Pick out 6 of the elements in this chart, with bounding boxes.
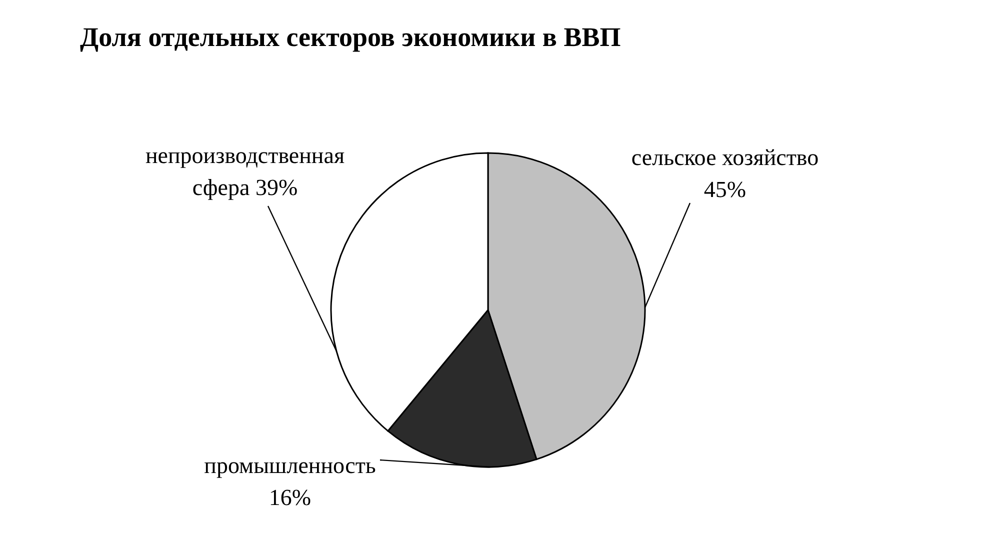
slice-label: непроизводственная сфера 39% <box>145 143 345 200</box>
data-label: 16% <box>268 485 312 510</box>
slice-label: сельское хозяйство <box>631 145 819 170</box>
slice-label: промышленность <box>204 453 376 478</box>
chart-title: Доля отдельных секторов экономики в ВВП <box>80 22 621 52</box>
data-label: 45% <box>704 177 746 202</box>
